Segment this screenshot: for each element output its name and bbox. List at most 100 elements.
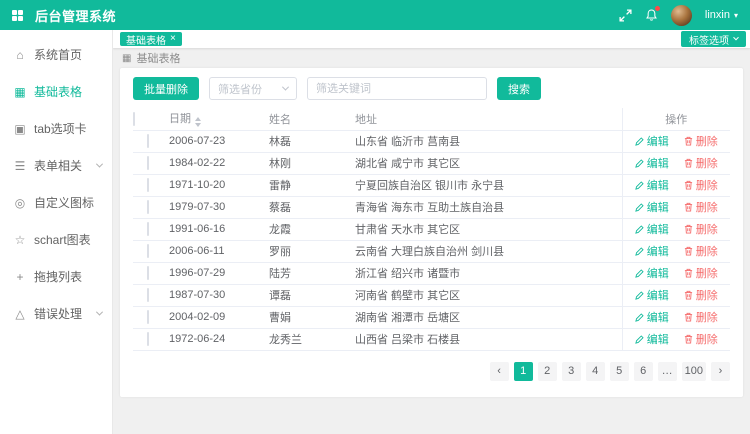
delete-label: 删除 [695, 289, 718, 302]
edit-button[interactable]: 编辑 [634, 133, 669, 149]
sidebar-item-表单相关[interactable]: ☰ 表单相关 [0, 147, 112, 184]
prev-page-button[interactable]: ‹ [489, 361, 509, 381]
delete-button[interactable]: 删除 [684, 155, 718, 171]
table-row[interactable]: 2006-06-11 罗丽 云南省 大理白族自治州 剑川县 编辑 删除 [133, 240, 730, 263]
select-all-checkbox[interactable] [133, 111, 135, 126]
chevron-down-icon: ▾ [733, 10, 738, 20]
keyword-input[interactable] [307, 77, 487, 100]
edit-button[interactable]: 编辑 [634, 221, 669, 237]
cell-name: 雷静 [263, 174, 349, 197]
close-icon[interactable]: × [170, 33, 176, 44]
batch-delete-button[interactable]: 批量删除 [133, 77, 199, 100]
row-checkbox[interactable] [147, 156, 149, 170]
row-checkbox[interactable] [147, 178, 149, 192]
edit-button[interactable]: 编辑 [634, 309, 669, 325]
breadcrumb-label: 基础表格 [136, 53, 181, 65]
page-button-4[interactable]: 4 [585, 361, 605, 381]
user-menu[interactable]: linxin ▾ [705, 9, 738, 21]
edit-button[interactable]: 编辑 [634, 287, 669, 303]
bell-icon[interactable] [645, 6, 660, 22]
avatar[interactable] [670, 4, 692, 26]
sidebar-item-错误处理[interactable]: △ 错误处理 [0, 295, 112, 332]
delete-label: 删除 [695, 311, 718, 324]
breadcrumb: ▦ 基础表格 [113, 48, 750, 68]
delete-button[interactable]: 删除 [684, 287, 718, 303]
page-ellipsis[interactable]: … [657, 361, 677, 381]
table-row[interactable]: 1996-07-29 陆芳 浙江省 绍兴市 诸暨市 编辑 删除 [133, 262, 730, 285]
delete-button[interactable]: 删除 [684, 177, 718, 193]
delete-button[interactable]: 删除 [684, 199, 718, 215]
table-row[interactable]: 1972-06-24 龙秀兰 山西省 吕梁市 石楼县 编辑 删除 [133, 328, 730, 351]
page-button-2[interactable]: 2 [537, 361, 557, 381]
edit-button[interactable]: 编辑 [634, 243, 669, 259]
delete-button[interactable]: 删除 [684, 331, 718, 347]
edit-button[interactable]: 编辑 [634, 265, 669, 281]
cell-name: 罗丽 [263, 240, 349, 263]
delete-button[interactable]: 删除 [684, 309, 718, 325]
province-select[interactable]: 筛选省份 [209, 77, 297, 100]
table-row[interactable]: 1979-07-30 蔡磊 青海省 海东市 互助土族自治县 编辑 删除 [133, 196, 730, 219]
fullscreen-icon[interactable] [619, 8, 632, 22]
row-checkbox[interactable] [147, 288, 149, 302]
row-checkbox[interactable] [147, 134, 149, 148]
row-checkbox[interactable] [147, 332, 149, 346]
table-row[interactable]: 1984-02-22 林刚 湖北省 咸宁市 其它区 编辑 删除 [133, 152, 730, 175]
row-checkbox[interactable] [147, 244, 149, 258]
row-checkbox[interactable] [147, 266, 149, 280]
delete-button[interactable]: 删除 [684, 221, 718, 237]
table-row[interactable]: 1987-07-30 谭磊 河南省 鹤壁市 其它区 编辑 删除 [133, 284, 730, 307]
tab-basic-table[interactable]: 基础表格 × [120, 32, 182, 47]
edit-button[interactable]: 编辑 [634, 177, 669, 193]
cell-date: 1971-10-20 [163, 174, 263, 197]
edit-label: 编辑 [646, 290, 669, 303]
edit-button[interactable]: 编辑 [634, 331, 669, 347]
next-page-button[interactable]: › [711, 361, 730, 381]
chevron-down-icon [281, 83, 290, 91]
page-button-1[interactable]: 1 [513, 361, 533, 381]
edit-label: 编辑 [646, 312, 669, 325]
search-button[interactable]: 搜索 [497, 77, 541, 100]
page-button-6[interactable]: 6 [633, 361, 653, 381]
sidebar-item-系统首页[interactable]: ⌂ 系统首页 [0, 36, 112, 73]
sidebar-item-label: 基础表格 [34, 85, 83, 99]
sidebar-item-schart图表[interactable]: ☆ schart图表 [0, 221, 112, 258]
page-button-3[interactable]: 3 [561, 361, 581, 381]
edit-button[interactable]: 编辑 [634, 199, 669, 215]
delete-button[interactable]: 删除 [684, 243, 718, 259]
table-icon: ▦ [122, 52, 132, 64]
row-checkbox[interactable] [147, 222, 149, 236]
sidebar-item-自定义图标[interactable]: ◎ 自定义图标 [0, 184, 112, 221]
sidebar-item-基础表格[interactable]: ▦ 基础表格 [0, 73, 112, 110]
delete-button[interactable]: 删除 [684, 265, 718, 281]
delete-label: 删除 [695, 223, 718, 236]
table-row[interactable]: 2006-07-23 林磊 山东省 临沂市 莒南县 编辑 删除 [133, 130, 730, 153]
page-button-100[interactable]: 100 [681, 361, 706, 381]
table-row[interactable]: 1971-10-20 雷静 宁夏回族自治区 银川市 永宁县 编辑 删除 [133, 174, 730, 197]
table-row[interactable]: 1991-06-16 龙霞 甘肃省 天水市 其它区 编辑 删除 [133, 218, 730, 241]
column-name: 姓名 [263, 108, 349, 131]
tab-label: 基础表格 [126, 35, 166, 47]
sidebar-item-拖拽列表[interactable]: + 拖拽列表 [0, 258, 112, 295]
edit-button[interactable]: 编辑 [634, 155, 669, 171]
column-address: 地址 [349, 108, 622, 131]
sort-icon[interactable] [195, 117, 201, 128]
row-checkbox[interactable] [147, 200, 149, 214]
table-row[interactable]: 2004-02-09 曹娟 湖南省 湘潭市 岳塘区 编辑 删除 [133, 306, 730, 329]
page-button-5[interactable]: 5 [609, 361, 629, 381]
content-area: ▦ 基础表格 批量删除 筛选省份 搜索 日期 姓名 地址 [113, 48, 750, 434]
cell-name: 蔡磊 [263, 196, 349, 219]
menu-grid-icon[interactable] [12, 9, 23, 21]
tag-options-button[interactable]: 标签选项 [681, 31, 746, 47]
edit-label: 编辑 [646, 268, 669, 281]
table-header-row: 日期 姓名 地址 操作 [133, 108, 730, 131]
row-checkbox[interactable] [147, 310, 149, 324]
cell-address: 湖南省 湘潭市 岳塘区 [349, 306, 622, 329]
cell-address: 青海省 海东市 互助土族自治县 [349, 196, 622, 219]
column-date[interactable]: 日期 [163, 108, 263, 131]
cell-date: 1996-07-29 [163, 262, 263, 285]
sidebar-item-tab选项卡[interactable]: ▣ tab选项卡 [0, 110, 112, 147]
sidebar-item-label: schart图表 [34, 233, 91, 247]
column-ops: 操作 [621, 108, 730, 131]
delete-button[interactable]: 删除 [684, 133, 718, 149]
cell-name: 林刚 [263, 152, 349, 175]
